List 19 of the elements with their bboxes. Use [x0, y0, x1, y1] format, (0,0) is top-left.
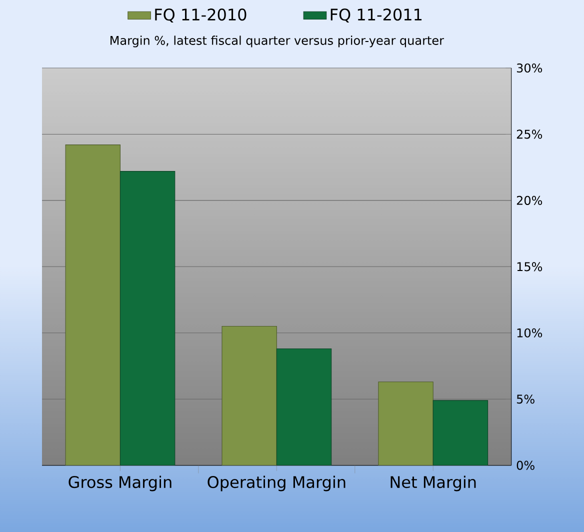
bar [65, 144, 120, 466]
bar [222, 326, 277, 466]
legend-label: FQ 11-2011 [330, 8, 422, 22]
bar [378, 382, 434, 466]
x-tick-label: Gross Margin [68, 476, 172, 492]
chart-title: Margin %, latest fiscal quarter versus prior-year quarter [110, 36, 444, 48]
y-tick-label: 10% [517, 328, 542, 338]
bar [276, 348, 332, 466]
y-tick-label: 20% [516, 196, 542, 205]
bar [120, 171, 176, 466]
y-tick-label: 15% [517, 262, 542, 272]
x-tick-label: Net Margin [390, 476, 476, 492]
y-tick-label: 5% [516, 394, 534, 404]
y-tick-label: 0% [516, 460, 534, 470]
bar [432, 400, 488, 466]
y-tick-label: 25% [516, 130, 542, 139]
x-tick-label: Operating Margin [208, 476, 346, 492]
y-tick-label: 30% [516, 63, 542, 73]
legend-label: FQ 11-2010 [155, 8, 246, 22]
